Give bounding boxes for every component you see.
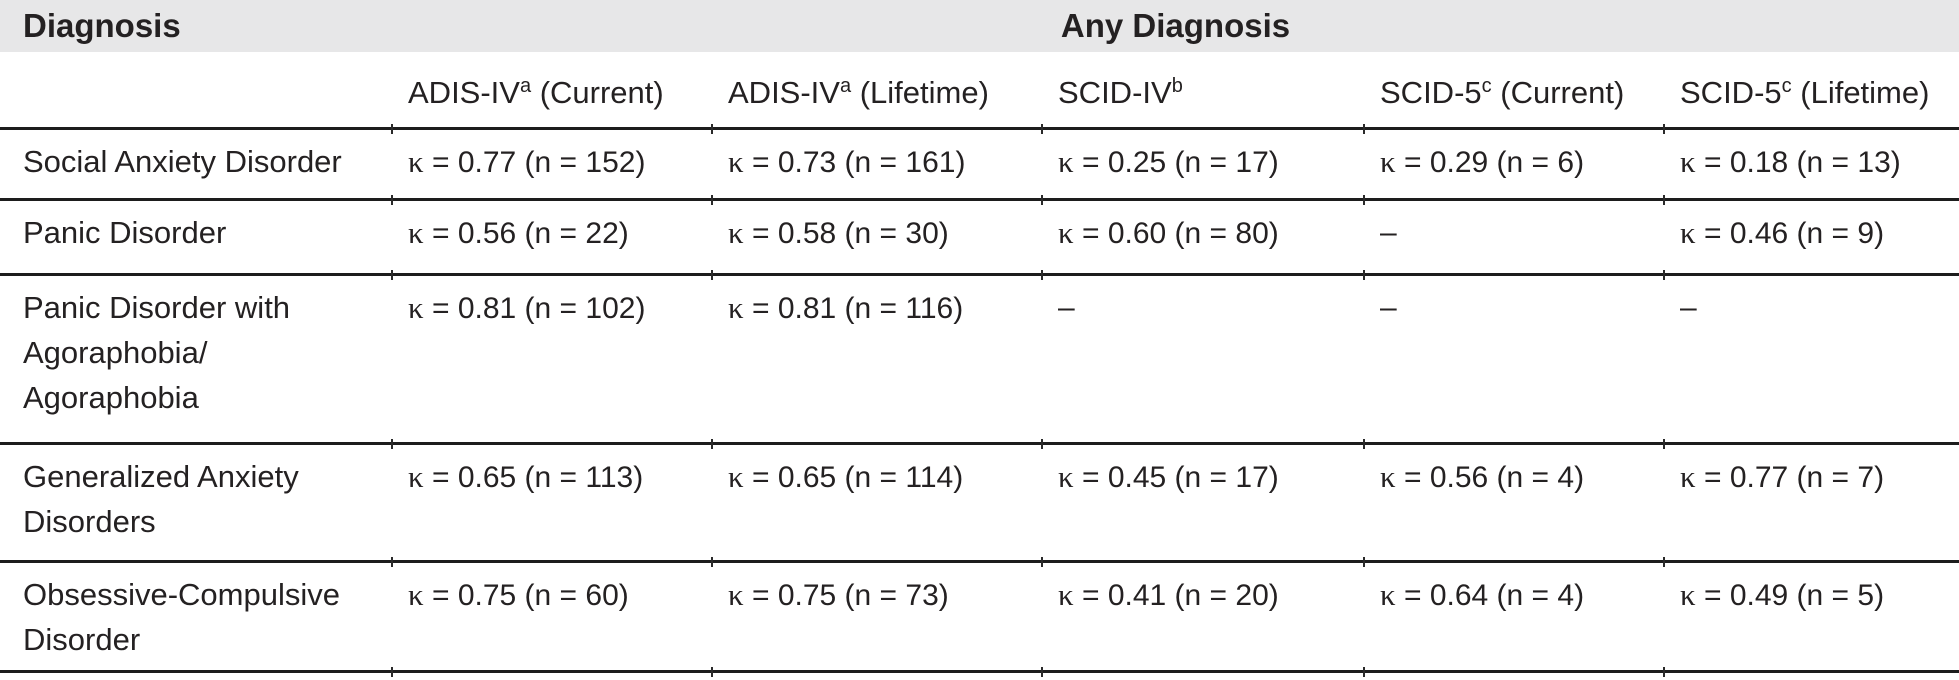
table-row-generalized-anxiety: Generalized Anxiety Disorders κ = 0.65 (… [0,445,1959,567]
kappa-symbol: κ [728,144,744,179]
kappa-symbol: κ [1380,459,1396,494]
kappa-cell: – [1363,276,1664,449]
column-header-adis-iv-current: ADIS-IVa (Current) [391,52,712,134]
kappa-cell: – [1363,201,1664,280]
kappa-symbol: κ [408,144,424,179]
kappa-symbol: κ [728,459,744,494]
measure-name: ADIS-IV [728,75,840,110]
table-row-panic-agoraphobia: Panic Disorder with Agoraphobia/ Agoraph… [0,276,1959,449]
footnote-marker: b [1171,75,1183,97]
measure-qualifier: (Current) [1491,75,1625,110]
row-label: Generalized Anxiety Disorders [0,445,392,563]
kappa-symbol: κ [1380,144,1396,179]
measure-name: SCID-5 [1680,75,1782,110]
any-diagnosis-group-header: Any Diagnosis [392,0,1959,52]
kappa-symbol: κ [728,577,744,612]
row-label: Panic Disorder [0,201,392,276]
kappa-symbol: κ [1680,577,1696,612]
row-label: Social Anxiety Disorder [0,130,392,201]
kappa-symbol: κ [1680,144,1696,179]
measure-name: SCID-IV [1058,75,1172,110]
kappa-symbol: κ [728,290,744,325]
table-row-panic-disorder: Panic Disorder κ = 0.56 (n = 22) κ = 0.5… [0,201,1959,280]
measure-name: ADIS-IV [408,75,520,110]
empty-header-cell [0,52,392,130]
kappa-symbol: κ [728,215,744,250]
group-header-row: Diagnosis Any Diagnosis [0,0,1959,52]
kappa-cell: – [1663,276,1959,449]
kappa-cell: κ = 0.56 (n = 22) [391,201,712,280]
kappa-cell: κ = 0.81 (n = 102) [391,276,712,449]
kappa-cell: κ = 0.41 (n = 20) [1041,563,1364,677]
measure-header-row: ADIS-IVa (Current) ADIS-IVa (Lifetime) S… [0,52,1959,134]
kappa-cell: κ = 0.46 (n = 9) [1663,201,1959,280]
kappa-symbol: κ [408,290,424,325]
kappa-symbol: κ [1380,577,1396,612]
kappa-cell: κ = 0.56 (n = 4) [1363,445,1664,567]
kappa-cell: κ = 0.75 (n = 60) [391,563,712,677]
kappa-symbol: κ [1058,577,1074,612]
kappa-cell: κ = 0.64 (n = 4) [1363,563,1664,677]
kappa-symbol: κ [408,215,424,250]
kappa-symbol: κ [1680,459,1696,494]
kappa-cell: κ = 0.81 (n = 116) [711,276,1042,449]
kappa-cell: κ = 0.75 (n = 73) [711,563,1042,677]
row-label: Panic Disorder with Agoraphobia/ Agoraph… [0,276,392,445]
footnote-marker: c [1481,75,1492,97]
footnote-marker: a [519,75,532,97]
diagnosis-column-header: Diagnosis [0,0,392,52]
kappa-symbol: κ [1058,144,1074,179]
kappa-cell: κ = 0.65 (n = 113) [391,445,712,567]
measure-qualifier: (Lifetime) [851,75,989,110]
kappa-cell: κ = 0.58 (n = 30) [711,201,1042,280]
kappa-cell: κ = 0.49 (n = 5) [1663,563,1959,677]
kappa-cell: κ = 0.77 (n = 152) [391,130,712,205]
kappa-cell: κ = 0.18 (n = 13) [1663,130,1959,205]
row-label: Obsessive-Compulsive Disorder [0,563,392,673]
kappa-cell: κ = 0.65 (n = 114) [711,445,1042,567]
kappa-symbol: κ [1680,215,1696,250]
kappa-cell: – [1041,276,1364,449]
measure-qualifier: (Current) [531,75,664,110]
footnote-marker: c [1781,75,1792,97]
footnote-marker: a [839,75,852,97]
table-row-social-anxiety: Social Anxiety Disorder κ = 0.77 (n = 15… [0,130,1959,205]
table-row-obsessive-compulsive: Obsessive-Compulsive Disorder κ = 0.75 (… [0,563,1959,677]
kappa-symbol: κ [408,577,424,612]
column-header-scid-5-lifetime: SCID-5c (Lifetime) [1663,52,1959,134]
measure-name: SCID-5 [1380,75,1482,110]
kappa-symbol: κ [1058,215,1074,250]
measure-qualifier: (Lifetime) [1791,75,1930,110]
kappa-symbol: κ [408,459,424,494]
kappa-cell: κ = 0.25 (n = 17) [1041,130,1364,205]
kappa-cell: κ = 0.60 (n = 80) [1041,201,1364,280]
column-header-scid-5-current: SCID-5c (Current) [1363,52,1664,134]
kappa-cell: κ = 0.29 (n = 6) [1363,130,1664,205]
column-header-scid-iv: SCID-IVb [1041,52,1364,134]
kappa-cell: κ = 0.73 (n = 161) [711,130,1042,205]
kappa-cell: κ = 0.45 (n = 17) [1041,445,1364,567]
kappa-cell: κ = 0.77 (n = 7) [1663,445,1959,567]
column-header-adis-iv-lifetime: ADIS-IVa (Lifetime) [711,52,1042,134]
kappa-symbol: κ [1058,459,1074,494]
